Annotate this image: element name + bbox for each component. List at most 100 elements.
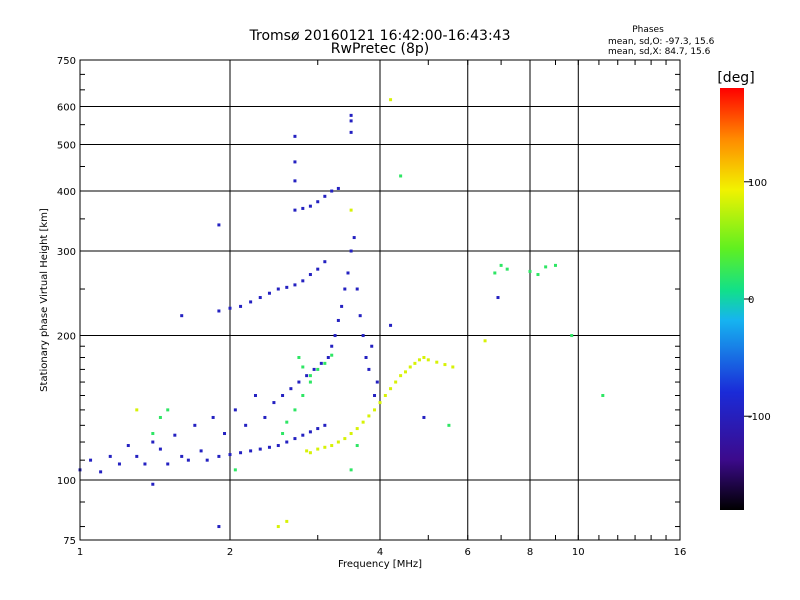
data-point-O bbox=[151, 482, 155, 486]
data-point-O bbox=[211, 415, 215, 419]
data-point-O bbox=[205, 458, 209, 462]
data-point-O bbox=[89, 458, 93, 462]
data-point-other bbox=[301, 394, 305, 398]
data-point-O bbox=[126, 444, 130, 448]
data-point-other bbox=[166, 408, 170, 412]
data-point-other bbox=[297, 355, 301, 359]
data-point-O bbox=[281, 394, 285, 398]
colorbar bbox=[720, 88, 744, 510]
data-point-other bbox=[330, 353, 334, 357]
data-point-X bbox=[349, 432, 353, 436]
data-point-other bbox=[601, 394, 605, 398]
x-tick-label: 8 bbox=[527, 547, 533, 558]
data-point-O bbox=[349, 119, 353, 123]
data-point-O bbox=[99, 470, 103, 474]
data-point-O bbox=[108, 454, 112, 458]
data-point-other bbox=[323, 361, 327, 365]
data-point-O bbox=[244, 423, 248, 427]
data-point-X bbox=[413, 361, 417, 365]
data-point-O bbox=[343, 287, 347, 291]
data-point-other bbox=[553, 263, 557, 267]
data-point-other bbox=[570, 334, 574, 338]
data-point-O bbox=[276, 287, 280, 291]
colorbar-ticks: 100 0 -100 bbox=[744, 178, 771, 423]
info-line-x: mean, sd,X: 84.7, 15.6 bbox=[608, 47, 711, 57]
data-point-O bbox=[301, 279, 305, 283]
data-point-X bbox=[422, 355, 426, 359]
data-point-X bbox=[403, 370, 407, 374]
x-tick-label: 1 bbox=[77, 547, 83, 558]
colorbar-tick-label: 100 bbox=[748, 178, 767, 189]
data-point-X bbox=[373, 408, 377, 412]
data-point-O bbox=[199, 449, 203, 453]
chart-title: Tromsø 20160121 16:42:00-16:43:43 bbox=[249, 28, 511, 44]
data-point-O bbox=[301, 433, 305, 437]
data-point-O bbox=[323, 260, 327, 264]
data-point-O bbox=[158, 447, 162, 451]
colorbar-tick-label: 0 bbox=[748, 295, 754, 306]
data-point-other bbox=[301, 365, 305, 369]
data-point-O bbox=[173, 433, 177, 437]
data-point-O bbox=[349, 249, 353, 253]
data-point-O bbox=[358, 314, 362, 318]
data-point-X bbox=[336, 440, 340, 444]
data-point-O bbox=[355, 287, 359, 291]
x-tick-label: 6 bbox=[465, 547, 471, 558]
data-point-O bbox=[367, 367, 371, 371]
data-point-O bbox=[151, 440, 155, 444]
data-point-X bbox=[443, 363, 447, 367]
data-point-O bbox=[180, 454, 184, 458]
data-point-O bbox=[349, 113, 353, 117]
data-point-O bbox=[217, 525, 221, 529]
colorbar-tick-label: -100 bbox=[748, 412, 771, 423]
data-point-O bbox=[389, 323, 393, 327]
data-point-X bbox=[316, 447, 320, 451]
data-point-O bbox=[293, 208, 297, 212]
data-point-O bbox=[263, 415, 267, 419]
data-point-X bbox=[408, 365, 412, 369]
y-axis-label: Stationary phase Virtual Height [km] bbox=[39, 208, 50, 392]
data-point-O bbox=[323, 194, 327, 198]
data-point-X bbox=[435, 360, 439, 364]
y-axis-ticks: 75 100 200 300 400 500 600 750 bbox=[57, 56, 680, 547]
y-tick-label: 300 bbox=[57, 247, 76, 258]
data-point-other bbox=[505, 267, 509, 271]
data-point-O bbox=[330, 344, 334, 348]
data-point-O bbox=[333, 334, 337, 338]
data-point-other bbox=[151, 432, 155, 436]
x-tick-label: 10 bbox=[572, 547, 585, 558]
y-tick-label: 750 bbox=[57, 56, 76, 67]
y-tick-label: 500 bbox=[57, 141, 76, 152]
data-point-O bbox=[340, 304, 344, 308]
data-point-other bbox=[447, 423, 451, 427]
y-tick-label: 200 bbox=[57, 332, 76, 343]
data-point-O bbox=[316, 200, 320, 204]
data-point-O bbox=[117, 462, 121, 466]
data-point-O bbox=[301, 206, 305, 210]
data-point-O bbox=[267, 291, 271, 295]
data-point-O bbox=[267, 445, 271, 449]
y-tick-label: 600 bbox=[57, 103, 76, 114]
data-point-O bbox=[308, 430, 312, 434]
data-point-O bbox=[297, 380, 301, 384]
data-point-X bbox=[451, 365, 455, 369]
data-point-X bbox=[323, 445, 327, 449]
data-points bbox=[78, 98, 605, 529]
data-point-X bbox=[355, 427, 359, 431]
colorbar-label: [deg] bbox=[717, 70, 754, 86]
data-point-other bbox=[285, 420, 289, 424]
data-point-O bbox=[293, 283, 297, 287]
data-point-X bbox=[330, 444, 334, 448]
data-point-O bbox=[143, 462, 147, 466]
data-point-O bbox=[316, 427, 320, 431]
data-point-X bbox=[417, 358, 421, 362]
data-point-X bbox=[394, 380, 398, 384]
data-point-other bbox=[536, 273, 540, 277]
data-point-other bbox=[493, 271, 497, 275]
data-point-O bbox=[323, 423, 327, 427]
data-point-O bbox=[326, 355, 330, 359]
data-point-O bbox=[233, 408, 237, 412]
data-point-O bbox=[258, 447, 262, 451]
grid-lines bbox=[80, 60, 680, 540]
